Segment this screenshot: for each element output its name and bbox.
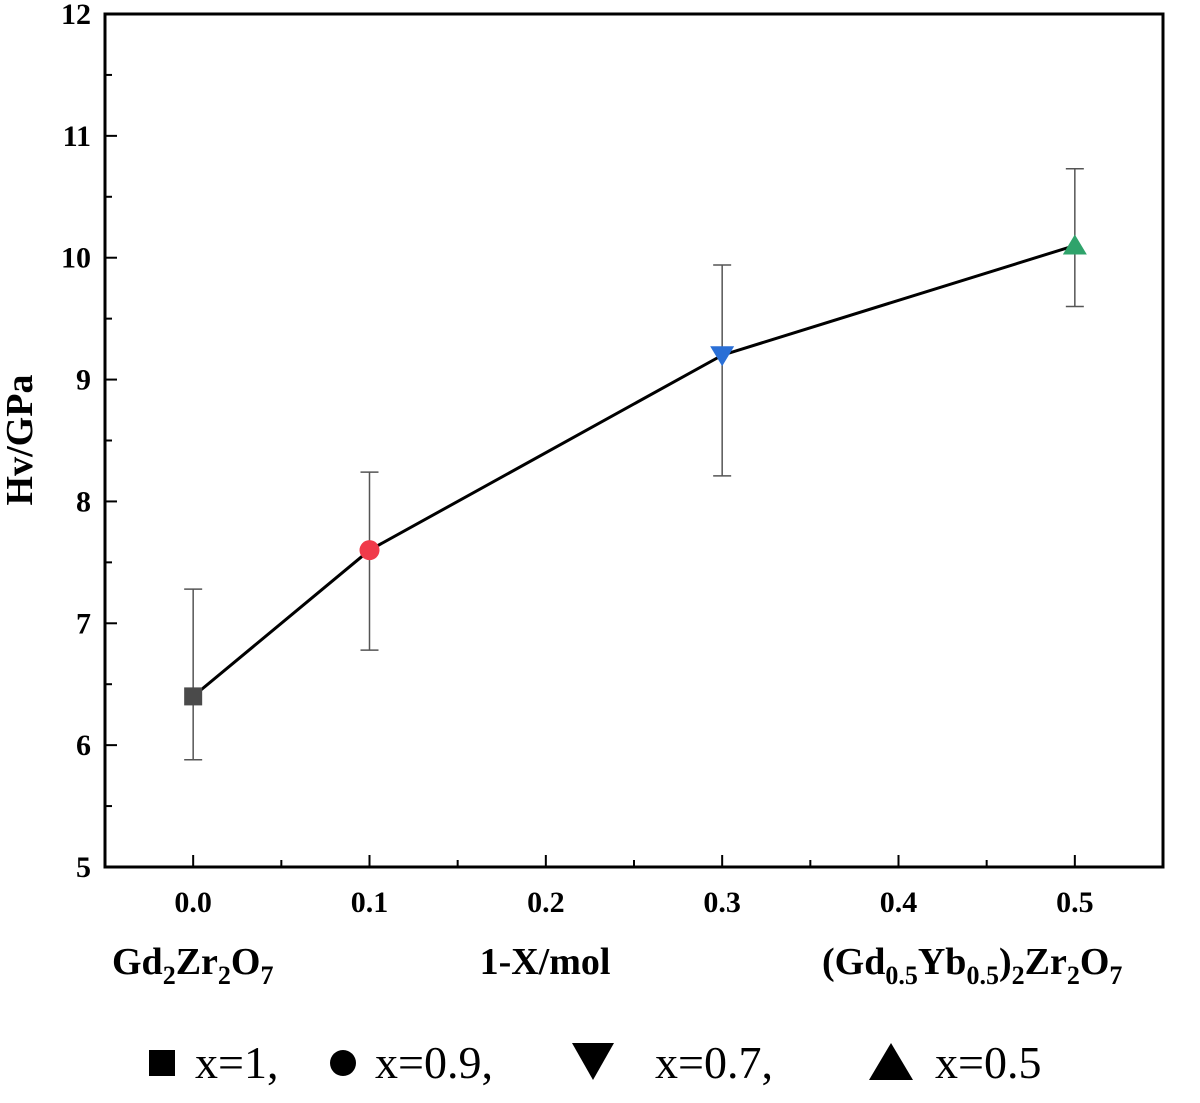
y-axis-title: Hv/GPa — [0, 375, 41, 506]
legend-square-icon — [149, 1050, 175, 1076]
plot-frame — [103, 12, 1165, 869]
data-markers — [184, 234, 1087, 706]
y-tick-label: 11 — [63, 120, 91, 153]
legend-label-4: x=0.5 — [935, 1037, 1041, 1088]
legend-label-1: x=1, — [195, 1037, 278, 1088]
plot-area — [103, 12, 1165, 869]
y-tick-label: 10 — [61, 242, 91, 275]
x-tick-label: 0.2 — [527, 886, 565, 919]
x-tick-label: 0.5 — [1056, 886, 1094, 919]
x-end-label-left: Gd2Zr2O7 — [112, 941, 273, 990]
x-tick-label: 0.0 — [174, 886, 212, 919]
marker-square — [184, 687, 203, 706]
legend-label-3: x=0.7, — [655, 1037, 773, 1088]
marker-triangle-down — [710, 346, 735, 367]
legend-triangle-down-icon — [572, 1043, 614, 1080]
series-line — [192, 244, 1076, 698]
y-tick-label: 6 — [76, 729, 91, 762]
marker-triangle-up — [1062, 234, 1087, 255]
marker-circle — [359, 540, 380, 561]
x-axis-title: 1-X/mol — [480, 941, 611, 983]
y-tick-label: 12 — [61, 0, 91, 31]
y-tick-label: 7 — [76, 607, 91, 640]
y-tick-label: 5 — [76, 851, 91, 884]
x-end-label-right: (Gd0.5Yb0.5)2Zr2O7 — [822, 941, 1122, 990]
x-tick-label: 0.1 — [351, 886, 389, 919]
y-axis: 5 6 7 8 9 10 11 12 — [61, 0, 117, 884]
legend: x=1, x=0.9, x=0.7, x=0.5 — [149, 1037, 1041, 1088]
x-axis: 0.0 0.1 0.2 0.3 0.4 0.5 — [174, 855, 1094, 919]
error-bars — [184, 168, 1084, 761]
legend-label-2: x=0.9, — [375, 1037, 493, 1088]
x-tick-label: 0.4 — [880, 886, 918, 919]
legend-circle-icon — [330, 1050, 356, 1076]
legend-triangle-up-icon — [869, 1043, 913, 1080]
x-tick-label: 0.3 — [703, 886, 741, 919]
y-tick-label: 9 — [76, 364, 91, 397]
y-tick-label: 8 — [76, 485, 91, 518]
